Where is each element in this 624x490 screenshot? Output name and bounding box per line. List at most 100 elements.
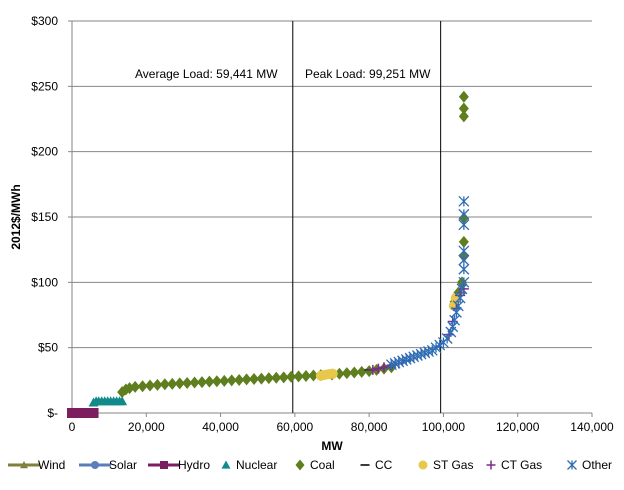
ct-gas-point <box>367 364 378 375</box>
legend-item-other: Other <box>567 458 612 472</box>
coal-point <box>197 376 207 389</box>
legend-symbol-coal <box>295 459 305 471</box>
coal-point <box>145 379 155 392</box>
y-axis-title: 2012$/MWh <box>9 184 23 249</box>
legend-label-cc: CC <box>375 458 393 472</box>
legend-item-solar: Solar <box>79 458 137 472</box>
x-tick-label: 80,000 <box>351 420 388 434</box>
coal-point <box>458 235 469 248</box>
legend-label-other: Other <box>582 458 612 472</box>
series-nuclear <box>88 396 128 407</box>
coal-point <box>130 380 141 393</box>
series-other <box>385 195 470 371</box>
legend-label-hydro: Hydro <box>178 458 210 472</box>
coal-point <box>349 366 360 379</box>
y-tick-label: $- <box>47 406 58 420</box>
legend-item-st-gas: ST Gas <box>418 458 473 472</box>
nuclear-point <box>117 396 128 406</box>
legend-symbol-nuclear <box>221 460 231 469</box>
ct-gas-point <box>379 362 389 373</box>
legend: Wind Solar Hydro Nuclear Coal CC ST Gas CT Gas O… <box>8 458 612 472</box>
x-tick-label: 140,000 <box>570 420 614 434</box>
coal-point <box>159 378 170 391</box>
peak-load-label: Peak Load: 99,251 MW <box>305 67 431 81</box>
legend-symbol-ct-gas <box>486 460 496 470</box>
coal-point <box>256 372 267 385</box>
coal-point <box>458 102 469 115</box>
coal-point <box>234 373 245 386</box>
load-lines <box>292 21 442 413</box>
coal-point <box>241 373 252 386</box>
other-point <box>458 263 470 275</box>
other-point <box>449 314 461 326</box>
legend-item-nuclear: Nuclear <box>221 458 277 472</box>
other-point <box>458 245 470 257</box>
coal-point <box>308 369 319 382</box>
legend-label-nuclear: Nuclear <box>236 458 277 472</box>
other-point <box>456 283 468 295</box>
other-point <box>458 254 470 266</box>
coal-point <box>341 367 352 380</box>
legend-label-st-gas: ST Gas <box>433 458 473 472</box>
coal-point <box>286 370 297 383</box>
y-tick-label: $150 <box>31 210 58 224</box>
legend-item-cc: CC <box>360 458 393 472</box>
grid-lines <box>68 20 593 417</box>
series-layer <box>67 90 470 418</box>
y-tick-label: $50 <box>38 341 58 355</box>
legend-label-solar: Solar <box>109 458 137 472</box>
st-gas-point <box>450 293 461 304</box>
coal-point <box>263 372 274 385</box>
other-point <box>447 321 459 333</box>
other-point <box>458 195 470 207</box>
y-tick-label: $300 <box>31 14 58 28</box>
series-hydro <box>67 408 99 418</box>
legend-label-ct-gas: CT Gas <box>501 458 542 472</box>
coal-point <box>204 375 215 388</box>
series-st-gas <box>315 293 461 381</box>
legend-label-wind: Wind <box>38 458 65 472</box>
average-load-label: Average Load: 59,441 MW <box>135 67 278 81</box>
x-tick-label: 100,000 <box>422 420 466 434</box>
coal-point <box>167 377 178 390</box>
y-tick-labels: $- $50 $100 $150 $200 $250 $300 <box>31 14 58 420</box>
coal-point <box>334 367 345 380</box>
x-tick-label: 60,000 <box>277 420 314 434</box>
ct-gas-point <box>373 363 384 374</box>
coal-point <box>458 90 469 103</box>
other-point <box>458 208 470 220</box>
legend-symbol-st-gas <box>418 460 428 470</box>
coal-point <box>301 370 311 383</box>
legend-symbol-wind <box>20 461 28 469</box>
x-axis-title: MW <box>321 439 343 453</box>
other-point <box>454 292 466 304</box>
st-gas-point <box>327 368 338 379</box>
axes <box>71 21 592 414</box>
x-tick-label: 0 <box>69 420 76 434</box>
legend-item-hydro: Hydro <box>148 458 210 472</box>
legend-symbol-other <box>567 460 577 470</box>
coal-point <box>364 365 375 378</box>
coal-point <box>458 110 469 123</box>
coal-point <box>137 380 148 393</box>
coal-point <box>356 365 367 378</box>
y-tick-label: $100 <box>31 275 58 289</box>
other-point <box>458 276 470 288</box>
x-tick-label: 40,000 <box>202 420 239 434</box>
x-tick-labels: 0 20,000 40,000 60,000 80,000 100,000 120,000 1… <box>69 420 614 434</box>
legend-label-coal: Coal <box>310 458 335 472</box>
other-point <box>458 219 470 231</box>
x-tick-label: 20,000 <box>128 420 165 434</box>
coal-point <box>293 370 304 383</box>
other-point <box>450 306 462 318</box>
y-tick-label: $250 <box>31 79 58 93</box>
coal-point <box>189 376 200 389</box>
coal-point <box>211 375 222 388</box>
coal-point <box>278 371 289 384</box>
legend-symbol-hydro <box>160 461 168 469</box>
legend-item-ct-gas: CT Gas <box>486 458 542 472</box>
legend-symbol-solar <box>91 461 99 469</box>
coal-point <box>219 374 230 387</box>
